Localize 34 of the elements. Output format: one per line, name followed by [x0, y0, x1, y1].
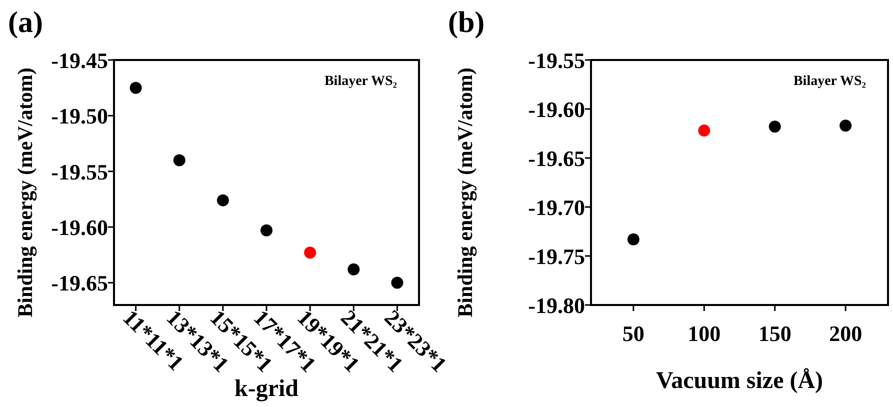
y-tick-label: -19.70	[528, 195, 585, 220]
y-tick-label: -19.60	[51, 215, 108, 240]
y-tick-label: -19.65	[528, 146, 585, 171]
point	[348, 263, 360, 276]
y-tick-label: -19.75	[528, 244, 585, 269]
point	[768, 120, 781, 133]
point	[216, 194, 229, 206]
point	[840, 120, 852, 132]
chart-title: (b)	[448, 6, 485, 39]
point	[304, 246, 316, 259]
annotation: Bilayer WS₂	[793, 74, 866, 89]
chart-title: (a)	[8, 6, 43, 39]
point	[391, 276, 404, 289]
y-tick-label: -19.60	[528, 97, 585, 122]
y-tick-label: -19.65	[51, 270, 108, 296]
point	[627, 233, 640, 246]
x-tick-label: 150	[758, 321, 792, 346]
x-axis-title: Vacuum size (Å)	[656, 368, 824, 394]
y-tick-label: -19.55	[51, 159, 108, 184]
point	[130, 82, 142, 94]
y-tick-label: -19.45	[51, 48, 108, 73]
y-tick-label: -19.80	[528, 293, 585, 318]
point	[698, 124, 710, 137]
y-axis-title: Binding energy (meV/atom)	[453, 68, 477, 318]
x-tick-label: 50	[622, 321, 644, 346]
x-tick-label: 200	[829, 321, 862, 346]
y-axis-title: Binding energy (meV/atom)	[13, 68, 37, 318]
y-tick-label: -19.55	[528, 48, 585, 73]
y-tick-label: -19.50	[51, 104, 108, 129]
point	[260, 224, 272, 236]
annotation: Bilayer WS₂	[324, 74, 397, 89]
x-axis-title: k-grid	[234, 376, 300, 402]
x-tick-label: 100	[688, 321, 721, 346]
point	[173, 154, 186, 166]
